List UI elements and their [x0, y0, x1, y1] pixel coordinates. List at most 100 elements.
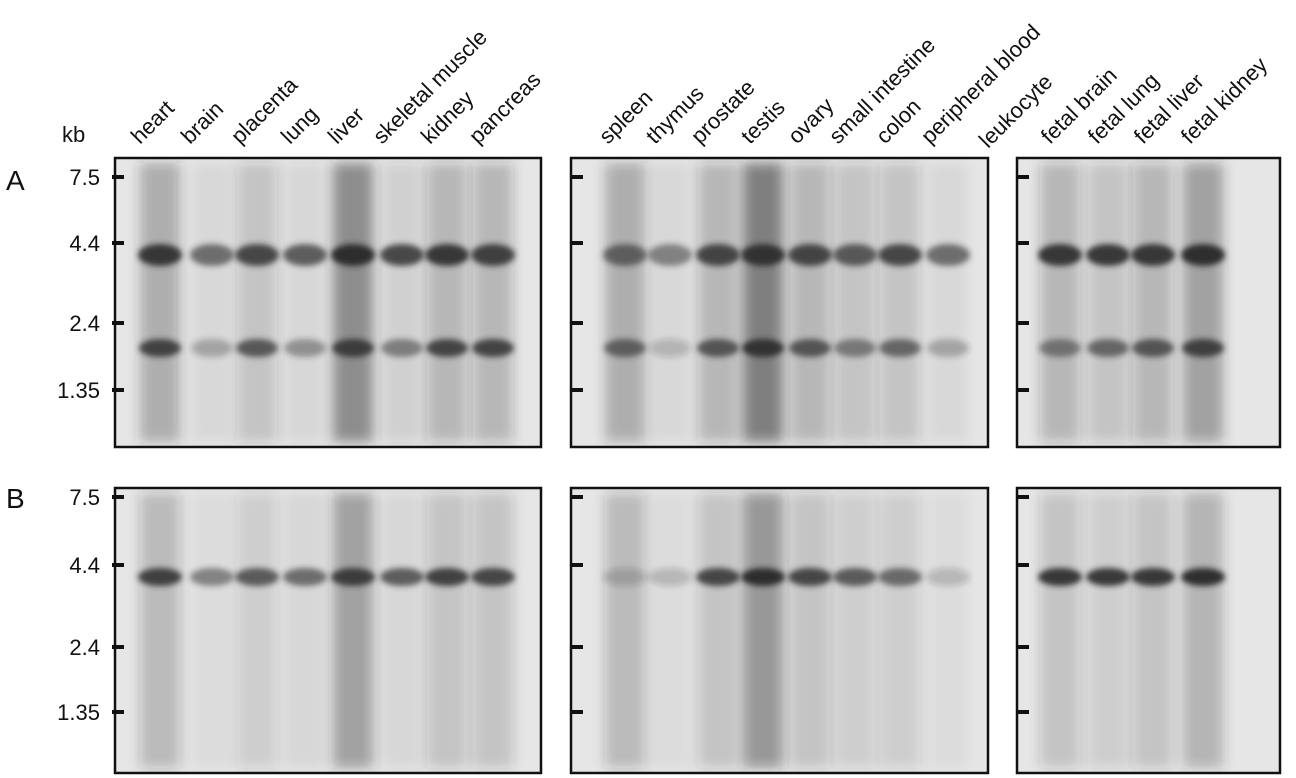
smear	[427, 163, 467, 442]
band	[235, 244, 279, 266]
panel-border	[1015, 486, 1282, 775]
membrane	[115, 158, 541, 447]
band	[1086, 244, 1130, 266]
smear	[1040, 163, 1080, 442]
band	[878, 244, 922, 266]
smear	[743, 163, 783, 442]
band	[1038, 244, 1082, 266]
blot-panel	[1017, 488, 1280, 773]
band	[331, 244, 375, 266]
size-marker: 4.4	[69, 231, 100, 256]
blot-panel	[571, 488, 988, 773]
band	[190, 568, 234, 586]
band	[649, 339, 691, 357]
lane-label: heart	[126, 95, 179, 148]
band	[696, 244, 740, 266]
blot-panel	[115, 158, 541, 447]
band	[380, 568, 424, 586]
band	[190, 244, 234, 266]
band	[604, 339, 646, 357]
kb-label: kb	[62, 122, 85, 147]
panel-label: A	[6, 165, 25, 196]
panel-border	[1015, 156, 1282, 449]
blot-panel	[571, 158, 988, 447]
blot-panel	[115, 488, 541, 773]
smear	[790, 493, 830, 768]
size-marker: 1.35	[57, 700, 100, 725]
band	[425, 244, 469, 266]
band	[926, 244, 970, 266]
panel-border	[113, 486, 543, 775]
size-marker: 2.4	[69, 311, 100, 336]
band	[380, 244, 424, 266]
smear	[1183, 493, 1223, 768]
smear	[192, 163, 232, 442]
band	[742, 339, 784, 357]
band	[139, 339, 181, 357]
band	[472, 339, 514, 357]
smear	[285, 163, 325, 442]
smear	[333, 163, 373, 442]
smear	[650, 493, 690, 768]
band	[471, 568, 515, 586]
band	[1131, 568, 1175, 586]
smear	[835, 163, 875, 442]
band	[1182, 339, 1224, 357]
band	[425, 568, 469, 586]
panel-border	[113, 156, 543, 449]
smear	[1183, 163, 1223, 442]
band	[648, 244, 692, 266]
smear	[698, 163, 738, 442]
smear	[285, 493, 325, 768]
band	[833, 568, 877, 586]
band	[788, 568, 832, 586]
band	[833, 244, 877, 266]
band	[236, 339, 278, 357]
band	[879, 339, 921, 357]
smear	[605, 493, 645, 768]
band	[789, 339, 831, 357]
band	[1181, 244, 1225, 266]
smear	[382, 163, 422, 442]
band	[381, 339, 423, 357]
lane-label: ovary	[783, 93, 839, 149]
smear	[835, 493, 875, 768]
smear	[427, 493, 467, 768]
smear	[928, 163, 968, 442]
smear	[790, 163, 830, 442]
band	[471, 244, 515, 266]
size-marker: 4.4	[69, 553, 100, 578]
smear	[743, 493, 783, 768]
size-marker: 7.5	[69, 165, 100, 190]
band	[283, 568, 327, 586]
band	[1131, 244, 1175, 266]
band	[138, 568, 182, 586]
band	[235, 568, 279, 586]
size-marker: 7.5	[69, 485, 100, 510]
band	[648, 568, 692, 586]
smear	[192, 493, 232, 768]
smear	[237, 493, 277, 768]
band	[834, 339, 876, 357]
membrane	[115, 488, 541, 773]
band	[1038, 568, 1082, 586]
band	[697, 339, 739, 357]
smear	[928, 493, 968, 768]
smear	[605, 163, 645, 442]
band	[284, 339, 326, 357]
band	[426, 339, 468, 357]
smear	[650, 163, 690, 442]
band	[741, 568, 785, 586]
smear	[140, 163, 180, 442]
smear	[333, 493, 373, 768]
smear	[237, 163, 277, 442]
band	[331, 568, 375, 586]
size-marker: 2.4	[69, 635, 100, 660]
lane-label: brain	[176, 96, 228, 148]
band	[1132, 339, 1174, 357]
smear	[880, 493, 920, 768]
band	[1086, 568, 1130, 586]
band	[332, 339, 374, 357]
